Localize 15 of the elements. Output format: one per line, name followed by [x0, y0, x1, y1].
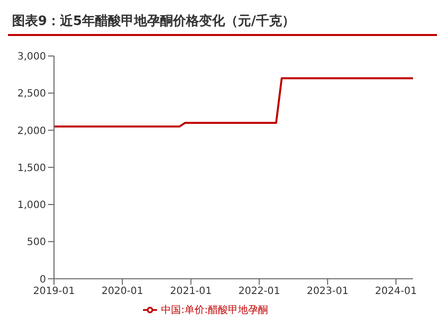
- x-tick-label: 2019-01: [33, 286, 75, 297]
- legend-label: 中国:单价:醋酸甲地孕酮: [161, 304, 268, 316]
- x-tick-label: 2022-01: [238, 286, 280, 297]
- y-tick-label: 500: [26, 237, 46, 248]
- y-tick-label: 2,000: [17, 126, 46, 137]
- y-tick-label: 1,500: [17, 162, 46, 174]
- x-tick-label: 2020-01: [101, 286, 144, 297]
- chart-title: 图表9：近5年醋酸甲地孕酮价格变化（元/千克）: [8, 8, 437, 36]
- y-tick-label: 1,000: [17, 200, 46, 212]
- x-tick-label: 2024-01: [375, 286, 417, 297]
- x-tick-label: 2023-01: [306, 286, 349, 297]
- y-tick-label: 2,500: [17, 88, 46, 100]
- y-tick-label: 0: [40, 274, 46, 286]
- y-tick-label: 3,000: [17, 52, 46, 63]
- x-tick-label: 2021-01: [170, 286, 212, 297]
